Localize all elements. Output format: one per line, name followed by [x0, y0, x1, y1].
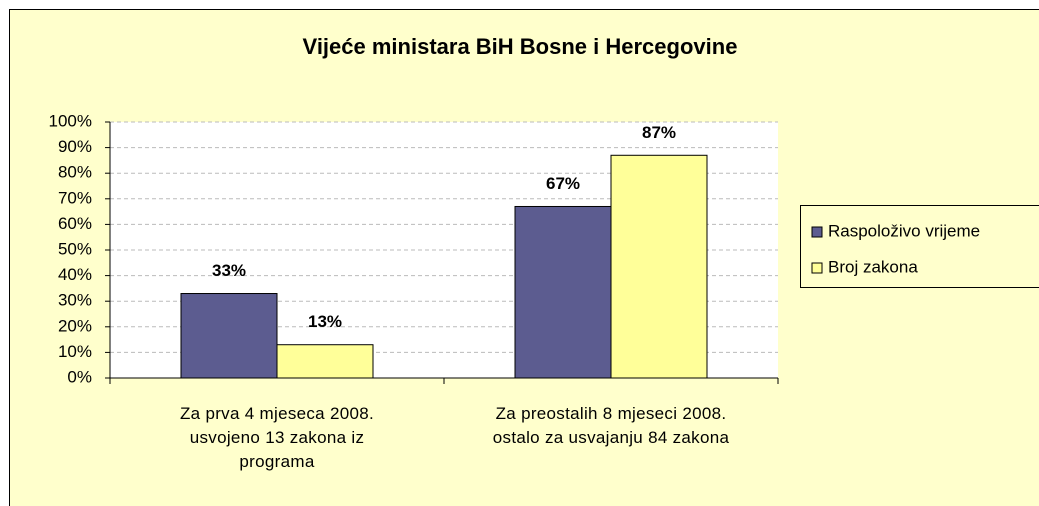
- y-tick-label: 60%: [58, 214, 92, 233]
- y-tick-label: 50%: [58, 239, 92, 258]
- y-tick-label: 0%: [67, 367, 92, 386]
- y-tick-label: 100%: [49, 111, 92, 130]
- y-tick-label: 70%: [58, 188, 92, 207]
- y-tick-label: 40%: [58, 265, 92, 284]
- y-tick-label: 90%: [58, 137, 92, 156]
- value-label: 87%: [642, 123, 676, 142]
- y-tick-label: 20%: [58, 316, 92, 335]
- value-label: 13%: [308, 312, 342, 331]
- y-tick-label: 10%: [58, 342, 92, 361]
- legend-marker: [811, 226, 823, 238]
- value-label: 33%: [212, 261, 246, 280]
- bar: [180, 293, 278, 379]
- chart-title: Vijeće ministara BiH Bosne i Hercegovine: [303, 34, 738, 59]
- bar: [276, 344, 374, 379]
- legend-label: Broj zakona: [828, 257, 918, 276]
- value-label: 67%: [546, 174, 580, 193]
- x-tick-label: Za preostalih 8 mjeseci 2008. ostalo za …: [492, 404, 730, 447]
- y-tick-label: 80%: [58, 163, 92, 182]
- y-tick-label: 30%: [58, 291, 92, 310]
- x-tick-label: Za prva 4 mjeseca 2008. usvojeno 13 zako…: [180, 404, 374, 471]
- legend: [800, 205, 1039, 288]
- bar: [610, 154, 708, 379]
- bar: [514, 205, 612, 379]
- legend-marker: [811, 262, 823, 274]
- legend-label: Raspoloživo vrijeme: [828, 221, 980, 240]
